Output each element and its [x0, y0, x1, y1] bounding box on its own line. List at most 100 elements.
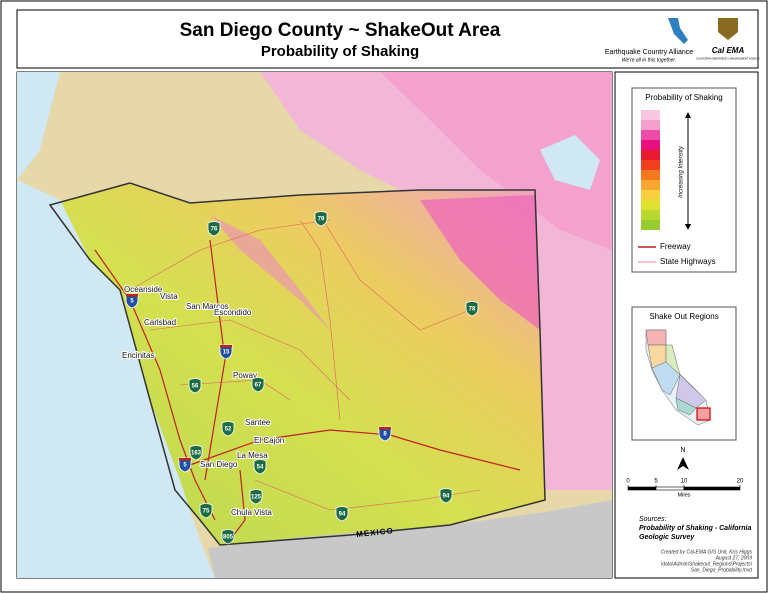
county-fill: [50, 183, 545, 545]
eca-name: Earthquake Country Alliance: [605, 49, 693, 56]
state-shield: [207, 221, 221, 237]
highway-shield: 5: [125, 293, 139, 309]
legend-item: State Highways: [660, 257, 716, 266]
highway-shield: 56: [188, 378, 202, 394]
highway-shield: 15: [219, 344, 233, 360]
interstate-shield: [219, 344, 233, 360]
highway-number: 56: [192, 384, 199, 390]
state-shield: [335, 506, 349, 522]
highway-shield: 5: [178, 457, 192, 473]
state-highway: [299, 219, 341, 421]
eca-logo: Earthquake Country Alliance We're all in…: [605, 18, 693, 63]
city-label: Santee: [245, 418, 271, 427]
city-label: Escondido: [214, 308, 252, 317]
state-shield: [314, 211, 328, 227]
swatch: [641, 170, 660, 180]
credits: Created by Cal-EMA GIS Unit, Kris HiggsA…: [660, 549, 752, 573]
highway-shield: 75: [199, 503, 213, 519]
scale-label: 20: [737, 479, 744, 485]
state-highways: [129, 214, 481, 511]
swatch: [641, 160, 660, 170]
city-label: Poway: [233, 371, 257, 380]
calema-icon: [718, 18, 738, 40]
interstate-band: [220, 345, 232, 348]
eca-icon: [668, 18, 688, 44]
highway-number: 94: [443, 494, 450, 500]
highway-shield: 163: [189, 445, 203, 461]
freeway: [204, 239, 226, 481]
city-label: La Mesa: [237, 451, 268, 460]
highway-shield: 79: [314, 211, 328, 227]
swatch: [641, 200, 660, 210]
credit-line: August 27, 2009: [715, 555, 753, 561]
swatch: [641, 120, 660, 130]
swatch: [641, 210, 660, 220]
highway-shield: 94: [335, 506, 349, 522]
scale-label: 10: [681, 479, 688, 485]
swatch: [641, 190, 660, 200]
interstate-band: [379, 427, 391, 430]
scale-segment: [627, 486, 657, 491]
region: [651, 361, 681, 396]
sources-line: Geologic Survey: [639, 534, 695, 541]
ocean-north: [17, 72, 60, 180]
highway-shield: 54: [253, 459, 267, 475]
scale-label: 0: [626, 479, 630, 485]
sources-label: Sources:: [639, 516, 667, 523]
freeway: [94, 249, 216, 521]
credit-line: Created by Cal-EMA GIS Unit, Kris Higgs: [660, 549, 752, 555]
state-shield: [189, 445, 203, 461]
state-shield: [199, 503, 213, 519]
city-label: Encinitas: [122, 351, 154, 360]
country-label: MEXICO: [356, 526, 394, 539]
inset-map: [645, 329, 711, 426]
inset-title: Shake Out Regions: [649, 312, 718, 321]
legend-item: Freeway: [660, 242, 691, 251]
mexico: [208, 500, 612, 578]
highway-number: 67: [255, 383, 262, 389]
highway-number: 8: [383, 432, 387, 438]
highway-number: 75: [203, 509, 210, 515]
title: San Diego County ~ ShakeOut Area: [180, 20, 501, 41]
swatch: [641, 110, 660, 120]
scale-segment: [683, 486, 741, 491]
calema-name: Cal EMA: [712, 46, 745, 55]
highway-number: 52: [225, 427, 232, 433]
north-label: N: [680, 447, 685, 454]
highway-number: 15: [223, 350, 230, 356]
state-shield: [251, 377, 265, 393]
interstate-shield: [378, 426, 392, 442]
highway-shield: 94: [439, 488, 453, 504]
lake: [540, 135, 600, 190]
interstate-band: [179, 458, 191, 461]
highway-shield: 125: [249, 489, 263, 505]
credit-line: \data\Admin\Shakeout_Regions\Projects\: [661, 561, 753, 567]
highway-number: 76: [211, 227, 218, 233]
highway-shield: 805: [221, 529, 235, 545]
state-highway: [129, 219, 331, 291]
state-shield: [253, 459, 267, 475]
arrow-label: Increasing Intensity: [679, 145, 685, 198]
legend-swatches: [641, 110, 660, 230]
state-shield: [188, 378, 202, 394]
map-body: [17, 72, 612, 578]
state-highway: [149, 319, 351, 401]
ocean: [17, 180, 215, 578]
city-label: El Cajon: [254, 436, 284, 445]
state-shield: [221, 529, 235, 545]
header-box: [16, 9, 759, 69]
region: [675, 397, 697, 416]
state-shield: [249, 489, 263, 505]
credit-line: San_Diego_Probability.mxd: [691, 567, 753, 573]
highway-number: 54: [257, 465, 264, 471]
state-shield: [221, 421, 235, 437]
eca-tagline: We're all in this together.: [622, 57, 677, 63]
calema-sub: CALIFORNIA EMERGENCY MANAGEMENT AGENCY: [696, 57, 760, 61]
highway-number: 78: [469, 307, 476, 313]
highway-shield: 52: [221, 421, 235, 437]
subtitle: Probability of Shaking: [261, 43, 419, 60]
state-shield: [439, 488, 453, 504]
freeways: [94, 239, 521, 541]
